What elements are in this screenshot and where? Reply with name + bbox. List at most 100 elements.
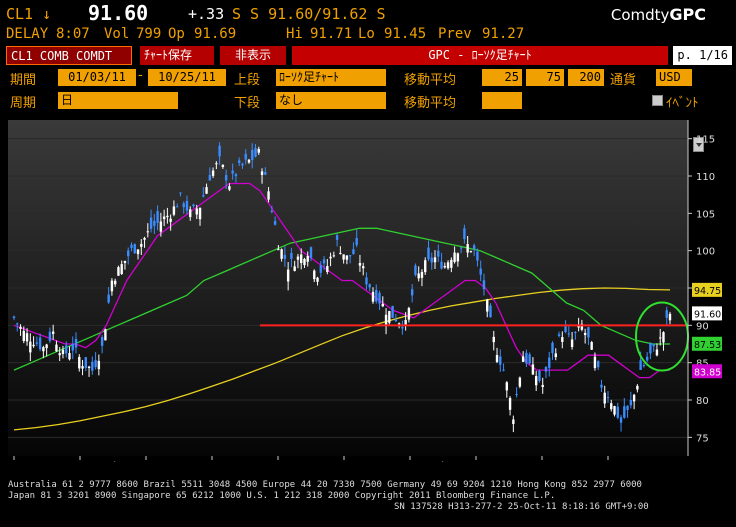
candle-body [113, 280, 117, 285]
currency-select[interactable]: USD [656, 69, 692, 86]
candle-body [424, 260, 427, 273]
candle-body [273, 220, 277, 225]
lower-ma-input[interactable] [482, 92, 522, 109]
security-tab[interactable]: CL1 COMB COMDT [6, 46, 132, 65]
candle-body [169, 218, 172, 222]
bid-ask: S S 91.60/91.62 S [232, 5, 386, 23]
candle-body [247, 159, 251, 163]
y-tick-label: 110 [696, 172, 715, 183]
candle-body [665, 310, 668, 318]
candle-body [280, 249, 283, 259]
start-date-input[interactable]: 01/03/11 [58, 69, 136, 86]
candle-body [610, 403, 613, 410]
candle-body [352, 249, 355, 255]
ma3-input[interactable]: 200 [568, 69, 604, 86]
candle-body [283, 254, 287, 259]
moving-average-label: 移動平均 [404, 73, 457, 88]
candle-body [306, 255, 309, 262]
candle-body [58, 353, 61, 356]
candle-body [642, 365, 646, 367]
candle-body [123, 260, 127, 263]
candle-body [417, 273, 420, 279]
ma1-input[interactable]: 25 [482, 69, 522, 86]
candle-body [87, 366, 91, 369]
open-value: 91.69 [194, 26, 237, 42]
candle-body [254, 147, 257, 157]
candle-body [358, 262, 362, 266]
candle-body [322, 259, 326, 264]
candle-body [414, 265, 417, 275]
high-value: 91.71 [310, 26, 353, 42]
candle-body [303, 258, 306, 266]
candle-body [606, 397, 610, 399]
ma2-input[interactable]: 75 [526, 69, 564, 86]
candle-body [616, 406, 619, 418]
candle-body [326, 266, 329, 272]
candle-body [231, 170, 234, 174]
candle-body [456, 253, 460, 262]
candle-body [251, 149, 254, 161]
price-flag-label: 91.60 [694, 309, 721, 320]
hide-button[interactable]: 非表示 [220, 46, 286, 65]
candle-body [185, 200, 189, 211]
low-label: Lo [358, 26, 375, 42]
candle-body [205, 187, 208, 194]
candle-body [74, 339, 78, 348]
candle-body [613, 406, 616, 415]
event-checkbox[interactable] [652, 95, 663, 106]
last-price: 91.60 [88, 1, 149, 25]
candle-body [430, 257, 433, 263]
candle-body [71, 344, 74, 351]
price-flag-label: 83.85 [694, 367, 721, 378]
candle-body [257, 148, 260, 153]
x-tick-label: Jul [431, 461, 444, 462]
ma25-line [13, 182, 670, 379]
cycle-select[interactable]: 日 [58, 92, 178, 109]
candle-body [16, 323, 19, 325]
date-dash: - [138, 68, 143, 83]
upper-panel-select[interactable]: ﾛｰｿｸ足ﾁｬｰﾄ [276, 69, 386, 86]
candle-body [407, 307, 411, 320]
brand-label: ComdtyGPC [611, 5, 706, 24]
candle-body [410, 289, 414, 296]
candle-body [97, 360, 101, 370]
lower-panel-label: 下段 [234, 96, 261, 111]
candle-body [55, 344, 58, 352]
candle-body [466, 244, 469, 253]
candle-body [25, 333, 29, 342]
price-flag-label: 87.53 [694, 340, 721, 351]
candle-body [596, 361, 600, 368]
candle-body [345, 255, 349, 260]
candle-body [548, 357, 551, 368]
price-flag [692, 336, 722, 351]
chart-title-bar: GPC - ﾛｰｿｸ足ﾁｬｰﾄ [292, 46, 668, 65]
currency-dropdown-icon[interactable] [693, 137, 704, 152]
lower-panel-select[interactable]: なし [276, 92, 386, 109]
x-tick-label: Sep [564, 461, 583, 462]
price-chart[interactable]: 7580859095100105110115 JanFebMarAprMayJu… [4, 114, 730, 483]
x-tick-label: May [300, 461, 321, 462]
candle-body [528, 354, 531, 364]
low-value: 91.45 [384, 26, 427, 42]
candle-body [492, 336, 495, 343]
candle-body [469, 251, 473, 253]
candle-body [51, 331, 55, 334]
currency-label: 通貨 [610, 73, 637, 88]
ticker-symbol[interactable]: CL1 ↓ [6, 5, 52, 23]
y-tick-label: 105 [696, 209, 715, 220]
candle-body [244, 153, 247, 160]
candle-body [94, 360, 97, 368]
candle-body [420, 271, 424, 278]
end-date-input[interactable]: 10/25/11 [148, 69, 226, 86]
footer-line-3: SN 137528 H313-277-2 25-Oct-11 8:18:16 G… [394, 502, 649, 512]
candle-body [143, 237, 146, 240]
brand-prefix: Comdty [610, 6, 670, 24]
candle-body [189, 209, 192, 218]
save-chart-button[interactable]: ﾁｬｰﾄ保存 [140, 46, 214, 65]
candle-body [61, 349, 65, 354]
candle-body [583, 332, 587, 336]
candle-body [329, 256, 332, 259]
candle-body [65, 345, 68, 354]
price-flag-label: 94.75 [694, 286, 721, 297]
candle-body [313, 270, 316, 280]
